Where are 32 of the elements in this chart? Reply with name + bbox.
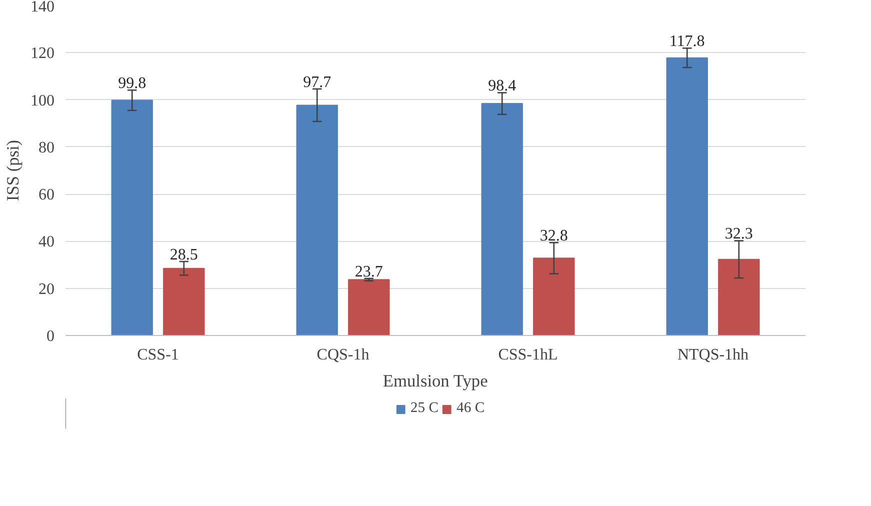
bar [533,258,575,336]
data-label: 97.7 [303,74,332,91]
x-tick-label: CSS-1 [137,346,179,364]
x-tick-label: CQS-1h [316,346,370,364]
x-tick-label: NTQS-1hh [677,346,749,364]
data-label: 32.8 [540,228,568,245]
data-label: 99.8 [118,75,146,92]
y-tick-label: 40 [38,234,54,251]
data-label: 28.5 [170,246,198,264]
bar [666,57,708,336]
data-label: 117.8 [669,33,705,50]
legend-label: 46 C [456,400,485,417]
y-tick-label: 60 [38,186,54,204]
y-tick-label: 120 [30,45,54,62]
data-label: 23.7 [354,263,383,280]
y-tick-label: 20 [38,280,54,298]
data-label: 32.3 [724,226,753,243]
data-label: 98.4 [488,78,516,95]
bar [111,100,153,336]
y-axis-title: ISS (psi) [4,140,22,202]
y-tick-label: 100 [30,92,54,110]
x-tick-label: CSS-1hL [498,346,558,364]
bar [348,279,390,336]
bar [163,268,205,336]
bar [296,104,338,336]
x-axis-title: Emulsion Type [382,372,488,390]
y-tick-label: 80 [38,139,54,156]
y-tick-label: 140 [30,0,54,16]
bar [718,258,760,336]
legend-label: 25 C [410,400,438,417]
y-tick-label: 0 [46,328,54,345]
bar [481,103,523,336]
